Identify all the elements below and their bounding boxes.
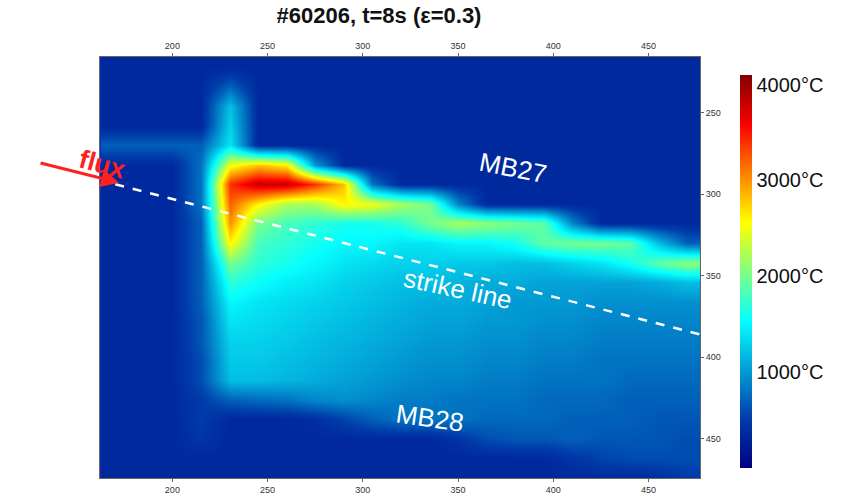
svg-text:400: 400 [546, 485, 561, 495]
svg-text:200: 200 [165, 485, 180, 495]
svg-text:MB27: MB27 [477, 147, 549, 189]
svg-text:400: 400 [706, 352, 721, 362]
svg-text:300: 300 [355, 41, 370, 51]
svg-text:250: 250 [706, 108, 721, 118]
svg-text:450: 450 [706, 434, 721, 444]
svg-text:strike line: strike line [401, 263, 515, 315]
svg-text:400: 400 [546, 41, 561, 51]
svg-text:300: 300 [355, 485, 370, 495]
svg-text:450: 450 [641, 485, 656, 495]
svg-text:250: 250 [260, 41, 275, 51]
svg-text:200: 200 [165, 41, 180, 51]
svg-text:2000°C: 2000°C [757, 265, 824, 287]
svg-text:350: 350 [451, 41, 466, 51]
svg-text:4000°C: 4000°C [757, 74, 824, 96]
svg-text:#60206, t=8s (ε=0.3): #60206, t=8s (ε=0.3) [277, 3, 482, 28]
svg-text:1000°C: 1000°C [757, 361, 824, 383]
svg-text:350: 350 [706, 271, 721, 281]
svg-text:3000°C: 3000°C [757, 169, 824, 191]
svg-text:350: 350 [451, 485, 466, 495]
svg-text:MB28: MB28 [394, 398, 465, 437]
svg-text:flux: flux [76, 144, 129, 185]
svg-text:300: 300 [706, 189, 721, 199]
svg-text:450: 450 [641, 41, 656, 51]
svg-text:250: 250 [260, 485, 275, 495]
